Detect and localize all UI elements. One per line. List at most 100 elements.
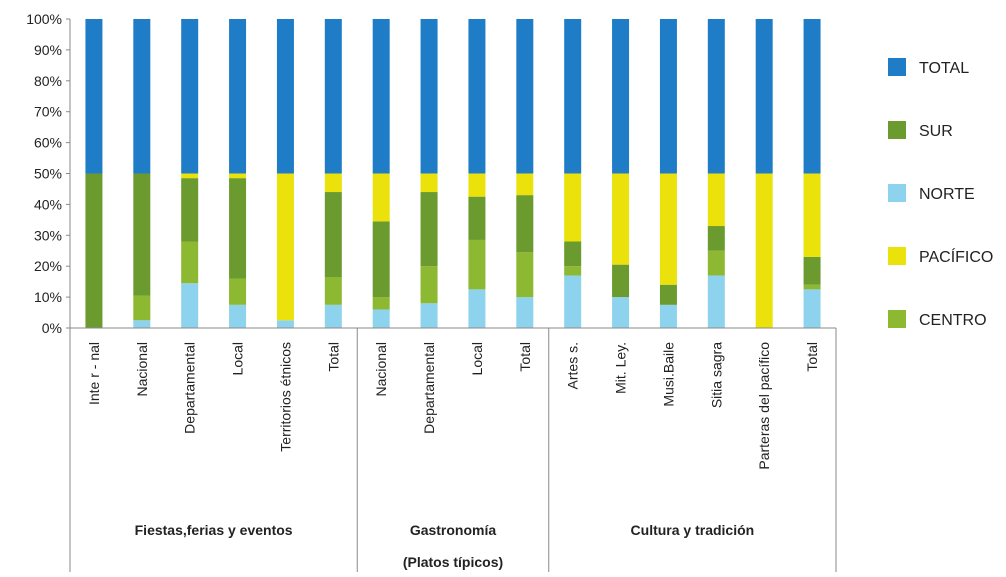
bar-segment-sur: [181, 178, 199, 242]
bar-segment-sur: [468, 196, 486, 240]
bar-segment-centro: [516, 252, 534, 298]
bar-segment-total: [276, 19, 294, 174]
bar-segment-sur: [324, 192, 342, 278]
y-tick-label: 90%: [34, 42, 62, 58]
bar-segment-norte: [324, 304, 342, 328]
bar-segment-total: [420, 19, 438, 174]
x-category-label: Total: [325, 342, 341, 372]
legend-label: SUR: [919, 123, 953, 140]
x-group-sublabel: (Platos típicos): [403, 554, 503, 570]
bar-segment-total: [181, 19, 199, 174]
bar-segment-total: [564, 19, 582, 174]
bar-segment-sur: [420, 192, 438, 267]
y-tick-label: 10%: [34, 289, 62, 305]
x-category-label: Total: [804, 342, 820, 372]
bar-segment-norte: [181, 283, 199, 328]
bar-segment-sur: [803, 256, 821, 285]
bar-segment-pacfico: [564, 173, 582, 242]
bar-segment-total: [659, 19, 677, 174]
bar-segment-pacfico: [707, 173, 725, 227]
bar-segment-pacfico: [420, 173, 438, 193]
legend-swatch-centro: [888, 310, 906, 328]
x-category-label: Territorios étnicos: [277, 342, 293, 452]
x-category-label: Musi.Baile: [660, 342, 676, 407]
bar-segment-pacfico: [803, 173, 821, 257]
bar-segment-norte: [707, 275, 725, 328]
legend-swatch-norte: [888, 184, 906, 202]
bar-segment-pacfico: [755, 173, 773, 328]
bar-segment-pacfico: [372, 173, 390, 222]
bar-segment-total: [468, 19, 486, 174]
bar-segment-sur: [564, 241, 582, 267]
bar-segment-norte: [372, 309, 390, 328]
bar-segment-centro: [803, 284, 821, 290]
x-category-label: Artes s.: [565, 342, 581, 389]
x-category-label: Inte r - nal: [86, 342, 102, 405]
x-category-label: Sitia sagra: [708, 342, 724, 408]
x-category-label: Parteras del pacífico: [756, 342, 772, 470]
bar-segment-pacfico: [516, 173, 534, 196]
bar-segment-pacfico: [229, 173, 247, 179]
bar-segment-centro: [564, 266, 582, 276]
bar-segment-total: [85, 19, 103, 174]
bar-segment-norte: [229, 304, 247, 328]
legend-label: CENTRO: [919, 312, 987, 329]
y-tick-label: 50%: [34, 166, 62, 182]
bar-segment-norte: [516, 297, 534, 328]
y-tick-label: 100%: [26, 11, 62, 27]
bar-segment-total: [516, 19, 534, 174]
x-group-label: Fiestas,ferias y eventos: [135, 522, 293, 538]
legend-label: NORTE: [919, 186, 975, 203]
bar-segment-sur: [707, 226, 725, 251]
bar-segment-sur: [516, 195, 534, 253]
y-tick-label: 60%: [34, 135, 62, 151]
legend-swatch-pacfico: [888, 247, 906, 265]
y-tick-label: 40%: [34, 196, 62, 212]
bar-segment-centro: [229, 278, 247, 305]
x-category-label: Local: [230, 342, 246, 375]
bar-segment-sur: [612, 264, 630, 298]
bar-segment-norte: [612, 297, 630, 328]
bar-segment-total: [803, 19, 821, 174]
legend-swatch-total: [888, 58, 906, 76]
bar-segment-centro: [372, 297, 390, 310]
y-tick-label: 80%: [34, 73, 62, 89]
bar-segment-total: [324, 19, 342, 174]
bar-segment-sur: [85, 173, 103, 328]
bar-segment-pacfico: [324, 173, 342, 193]
y-tick-label: 30%: [34, 227, 62, 243]
x-group-label: Gastronomía: [410, 522, 497, 538]
y-tick-label: 20%: [34, 258, 62, 274]
bar-segment-total: [133, 19, 151, 174]
bar-segment-pacfico: [468, 173, 486, 197]
x-group-label: Cultura y tradición: [631, 522, 755, 538]
bar-segment-norte: [276, 320, 294, 328]
bar-segment-centro: [468, 239, 486, 290]
legend-label: TOTAL: [919, 60, 969, 77]
bar-segment-centro: [324, 277, 342, 305]
x-category-label: Total: [517, 342, 533, 372]
bar-segment-norte: [659, 304, 677, 328]
bar-segment-pacfico: [276, 173, 294, 321]
bar-segment-total: [612, 19, 630, 174]
x-category-label: Nacional: [373, 342, 389, 396]
x-category-label: Local: [469, 342, 485, 375]
bar-segment-norte: [803, 289, 821, 328]
legend-label: PACÍFICO: [919, 247, 993, 266]
legend-swatch-sur: [888, 121, 906, 139]
bar-segment-total: [707, 19, 725, 174]
x-category-label: Mit. Ley.: [613, 342, 629, 394]
bar-segment-norte: [564, 275, 582, 328]
bar-segment-sur: [372, 221, 390, 298]
y-tick-label: 70%: [34, 104, 62, 120]
bar-segment-sur: [133, 173, 151, 296]
bar-segment-sur: [659, 284, 677, 305]
bar-segment-total: [229, 19, 247, 174]
bar-segment-norte: [420, 303, 438, 328]
bar-segment-norte: [468, 289, 486, 328]
bar-segment-centro: [707, 250, 725, 276]
bar-segment-norte: [133, 320, 151, 328]
x-category-label: Departamental: [421, 342, 437, 434]
